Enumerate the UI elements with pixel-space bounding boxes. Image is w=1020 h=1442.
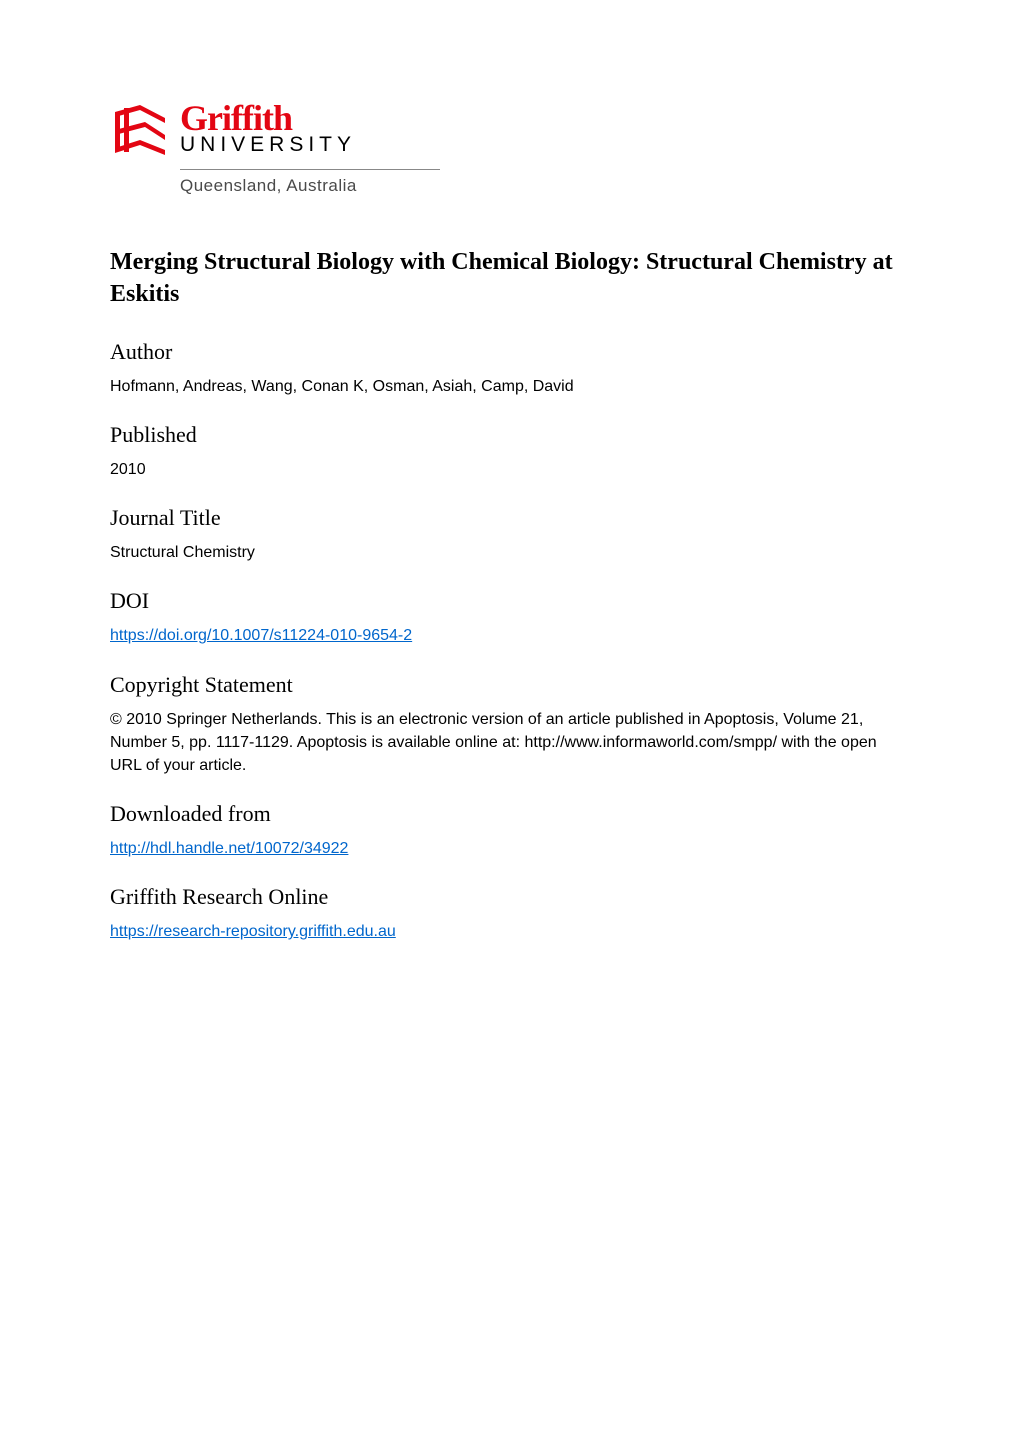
logo-brand-name: Griffith — [180, 100, 356, 136]
gro-body: https://research-repository.griffith.edu… — [110, 920, 910, 943]
author-body: Hofmann, Andreas, Wang, Conan K, Osman, … — [110, 375, 910, 398]
downloaded-from-body: http://hdl.handle.net/10072/34922 — [110, 837, 910, 860]
journal-title-heading: Journal Title — [110, 505, 910, 531]
copyright-heading: Copyright Statement — [110, 672, 910, 698]
author-heading: Author — [110, 339, 910, 365]
gro-heading: Griffith Research Online — [110, 884, 910, 910]
doi-heading: DOI — [110, 588, 910, 614]
journal-title-body: Structural Chemistry — [110, 541, 910, 564]
doi-body: https://doi.org/10.1007/s11224-010-9654-… — [110, 624, 910, 647]
logo-tagline: Queensland, Australia — [180, 176, 910, 196]
copyright-body: © 2010 Springer Netherlands. This is an … — [110, 708, 910, 778]
downloaded-from-heading: Downloaded from — [110, 801, 910, 827]
published-heading: Published — [110, 422, 910, 448]
logo-mark-icon — [110, 100, 170, 165]
gro-link[interactable]: https://research-repository.griffith.edu… — [110, 923, 396, 940]
logo-text-group: Griffith UNIVERSITY — [180, 100, 356, 155]
document-title: Merging Structural Biology with Chemical… — [110, 246, 910, 311]
logo-institution-type: UNIVERSITY — [180, 134, 356, 155]
griffith-logo: Griffith UNIVERSITY — [110, 100, 910, 165]
logo-container: Griffith UNIVERSITY Queensland, Australi… — [110, 100, 910, 196]
downloaded-from-link[interactable]: http://hdl.handle.net/10072/34922 — [110, 840, 348, 857]
doi-link[interactable]: https://doi.org/10.1007/s11224-010-9654-… — [110, 627, 412, 644]
published-body: 2010 — [110, 458, 910, 481]
logo-divider — [180, 169, 440, 170]
